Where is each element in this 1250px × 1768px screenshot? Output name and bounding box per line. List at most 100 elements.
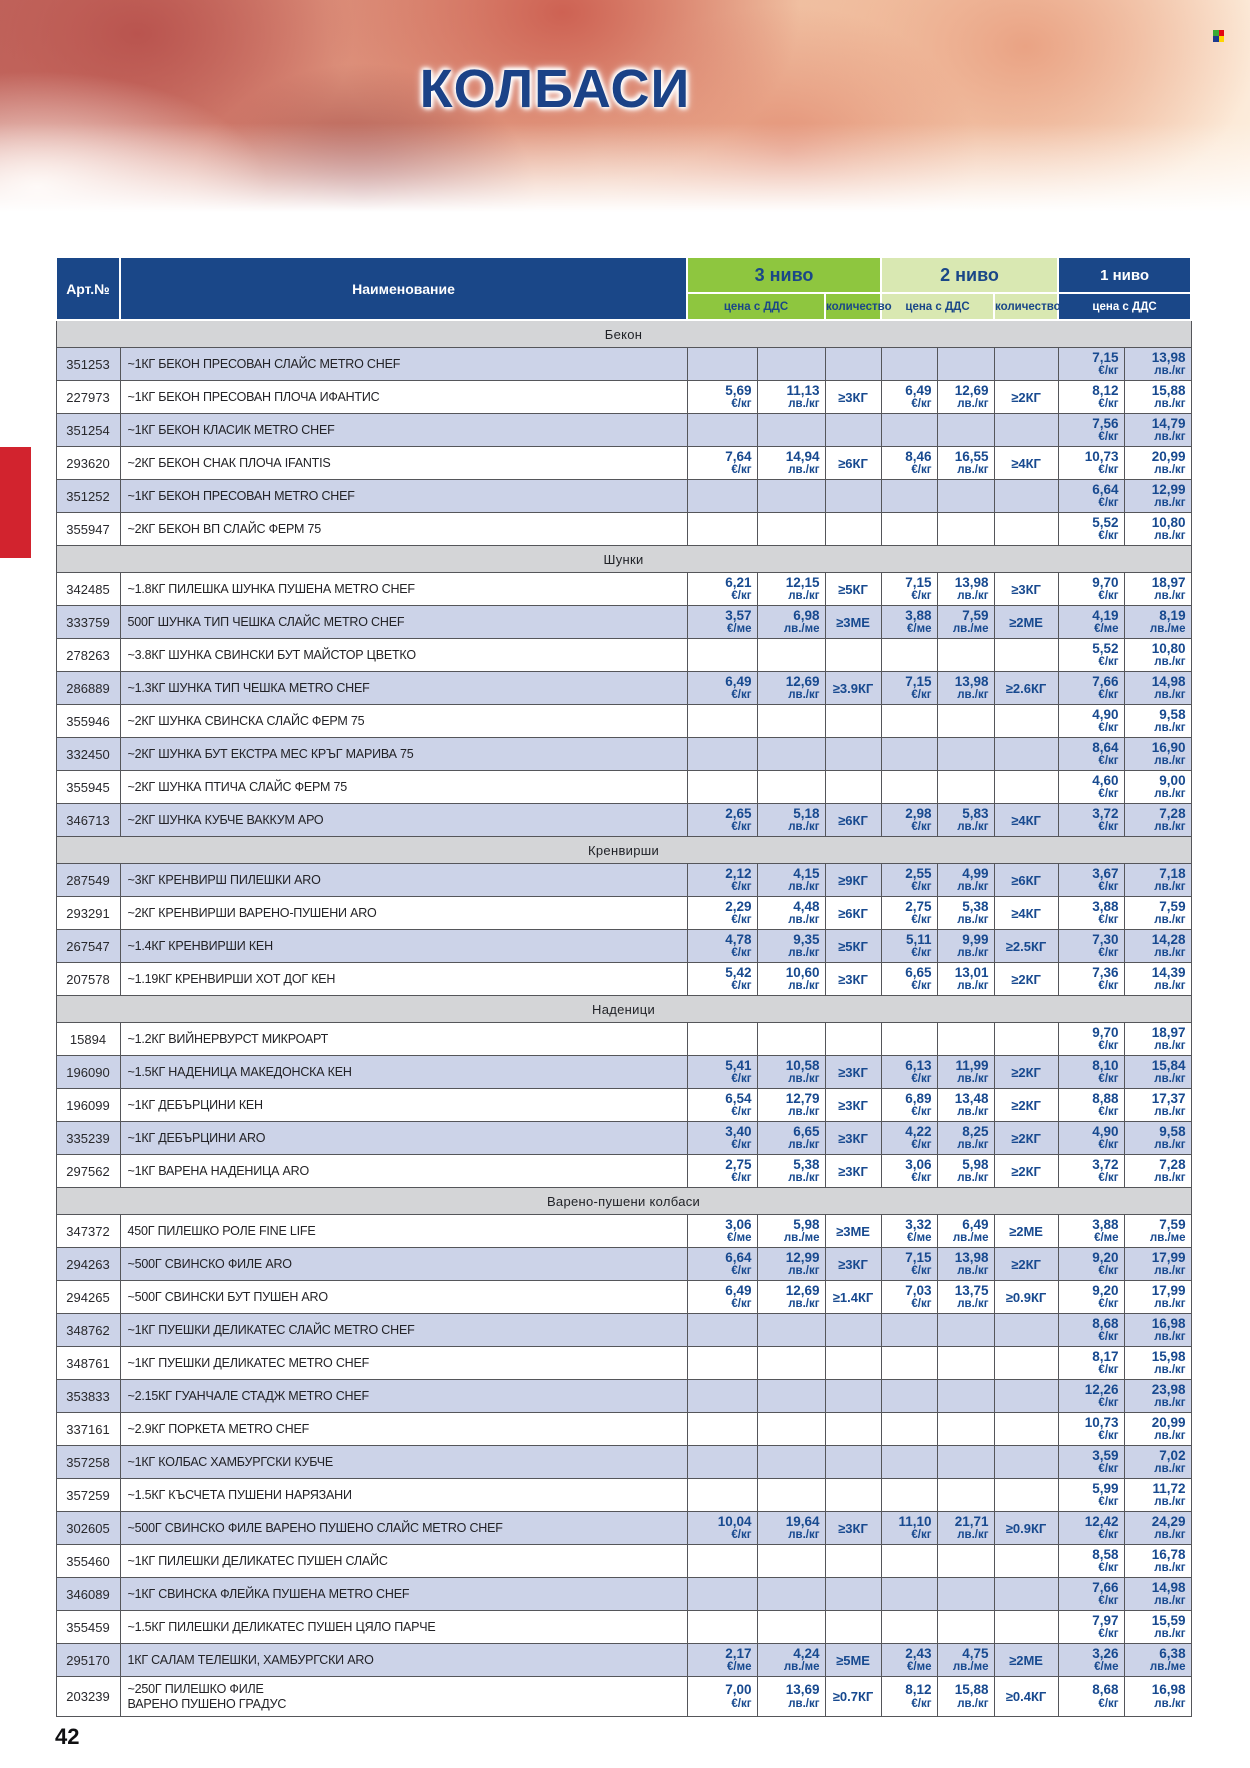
price-value: 7,36 [1092,964,1119,980]
level3-quantity: ≥1.4КГ [824,1280,882,1314]
level2-price-eur [880,479,938,513]
level3-price-eur [686,1022,758,1056]
product-name: ~3.8КГ ШУНКА СВИНСКИ БУТ МАЙСТОР ЦВЕТКО [119,638,688,672]
product-name: ~1.5КГ ПИЛЕШКИ ДЕЛИКАТЕС ПУШЕН ЦЯЛО ПАРЧ… [119,1610,688,1644]
price-value: 10,73 [1084,1414,1119,1430]
level2-price-eur: 8,46 €/кг [880,446,938,480]
art-number: 294265 [55,1280,121,1314]
level1-price-eur: 3,59 €/кг [1057,1445,1125,1479]
level1-price-eur: 3,72 €/кг [1057,1154,1125,1188]
product-row: 357259 ~1.5КГ КЪСЧЕТА ПУШЕНИ НАРЯЗАНИ 5,99… [55,1478,1192,1512]
level2-price-bgn: 8,25 лв./кг [936,1121,995,1155]
product-name: ~1КГ БЕКОН ПРЕСОВАН СЛАЙС METRO CHEF [119,347,688,381]
level1-price-bgn: 15,59 лв./кг [1123,1610,1192,1644]
price-value: 6,49 [905,382,932,398]
section-row: Бекон [55,319,1192,348]
level1-price-eur: 9,70 €/кг [1057,1022,1125,1056]
price-unit: лв./кг [1154,1496,1186,1509]
price-value: 6,64 [1092,481,1119,497]
price-unit: €/кг [1098,689,1119,702]
product-row: 278263 ~3.8КГ ШУНКА СВИНСКИ БУТ МАЙСТОР Ц… [55,638,1192,672]
price-value: 5,42 [725,964,752,980]
price-unit: лв./кг [957,1265,989,1278]
art-number: 355946 [55,704,121,738]
price-unit: €/кг [911,1172,932,1185]
product-row: 346713 ~2КГ ШУНКА КУБЧЕ ВАККУМ АРО 2,65 €/к… [55,803,1192,837]
product-name: ~1КГ СВИНСКА ФЛЕЙКА ПУШЕНА METRO CHEF [119,1577,688,1611]
price-value: 2,29 [725,898,752,914]
product-row: 294265 ~500Г СВИНСКИ БУТ ПУШЕН ARO 6,49 €/к… [55,1280,1192,1314]
price-unit: €/кг [1098,821,1119,834]
price-unit: лв./кг [1154,530,1186,543]
level1-price-eur: 8,88 €/кг [1057,1088,1125,1122]
price-value: 4,24 [793,1645,820,1661]
section-row: Шунки [55,545,1192,573]
price-unit: лв./кг [788,914,820,927]
level1-price-bgn: 15,88 лв./кг [1123,380,1192,414]
price-value: 6,54 [725,1090,752,1106]
price-unit: €/ме [1094,1232,1119,1245]
price-table-container: Арт.№ Наименование 3 ниво 2 ниво 1 ниво … [55,256,1193,1717]
price-unit: лв./кг [1154,980,1186,993]
price-unit: лв./кг [1154,1298,1186,1311]
level3-price-bgn: 12,99 лв./кг [756,1247,826,1281]
price-value: 4,60 [1092,772,1119,788]
price-value: 16,98 [1151,1315,1186,1331]
price-value: 3,59 [1092,1447,1119,1463]
price-unit: €/кг [911,464,932,477]
level3-price-bgn [756,770,826,804]
price-value: 3,57 [725,607,752,623]
level3-quantity: ≥3КГ [824,380,882,414]
price-value: 12,26 [1084,1381,1119,1397]
price-unit: лв./ме [952,1232,989,1245]
art-number: 353833 [55,1379,121,1413]
level2-price-eur: 2,55 €/кг [880,863,938,897]
price-value: 7,59 [1159,898,1186,914]
price-value: 14,98 [1151,673,1186,689]
level2-price-eur [880,512,938,546]
level1-price-bgn: 7,28 лв./кг [1123,1154,1192,1188]
level1-header: 1 ниво [1057,256,1193,294]
price-unit: лв./кг [788,947,820,960]
price-value: 6,49 [962,1216,989,1232]
price-value: 9,99 [962,931,989,947]
price-value: 5,38 [793,1156,820,1172]
level3-qty-header: количество [823,292,892,321]
level3-price-bgn: 5,98 лв./ме [756,1214,826,1248]
price-value: 4,48 [793,898,820,914]
price-value: 10,04 [717,1513,752,1529]
level1-price-bgn: 6,38 лв./ме [1123,1643,1192,1677]
level1-price-bgn: 14,98 лв./кг [1123,1577,1192,1611]
price-unit: лв./кг [1154,1073,1186,1086]
price-value: 7,56 [1092,415,1119,431]
level3-price-bgn [756,347,826,381]
level1-price-bgn: 14,98 лв./кг [1123,671,1192,705]
art-number: 227973 [55,380,121,414]
product-name: ~1КГ БЕКОН КЛАСИК METRO CHEF [119,413,688,447]
price-value: 16,98 [1151,1682,1186,1698]
level1-price-eur: 10,73 €/кг [1057,446,1125,480]
level3-quantity [824,512,882,546]
price-unit: лв./кг [1154,722,1186,735]
level2-quantity [993,1346,1059,1380]
product-name: ~1КГ БЕКОН ПРЕСОВАН METRO CHEF [119,479,688,513]
level2-quantity: ≥6КГ [993,863,1059,897]
color-mark-icon [1213,30,1224,42]
level2-price-bgn: 13,75 лв./кг [936,1280,995,1314]
level1-price-eur: 7,15 €/кг [1057,347,1125,381]
section-label: Бекон [55,319,1192,348]
product-name: ~2.15КГ ГУАНЧАЛЕ СТАДЖ METRO CHEF [119,1379,688,1413]
product-name: ~1КГ БЕКОН ПРЕСОВАН ПЛОЧА ИФАНТИС [119,380,688,414]
level1-price-bgn: 14,28 лв./кг [1123,929,1192,963]
level3-quantity [824,1022,882,1056]
level1-price-eur: 7,30 €/кг [1057,929,1125,963]
level3-price-eur: 7,64 €/кг [686,446,758,480]
price-value: 7,00 [725,1682,752,1698]
price-unit: лв./кг [1154,1106,1186,1119]
level2-price-eur: 6,49 €/кг [880,380,938,414]
art-number: 203239 [55,1676,121,1717]
price-unit: лв./кг [788,689,820,702]
price-value: 5,98 [962,1156,989,1172]
price-unit: €/кг [731,881,752,894]
product-name: ~1КГ ПИЛЕШКИ ДЕЛИКАТЕС ПУШЕН СЛАЙС [119,1544,688,1578]
